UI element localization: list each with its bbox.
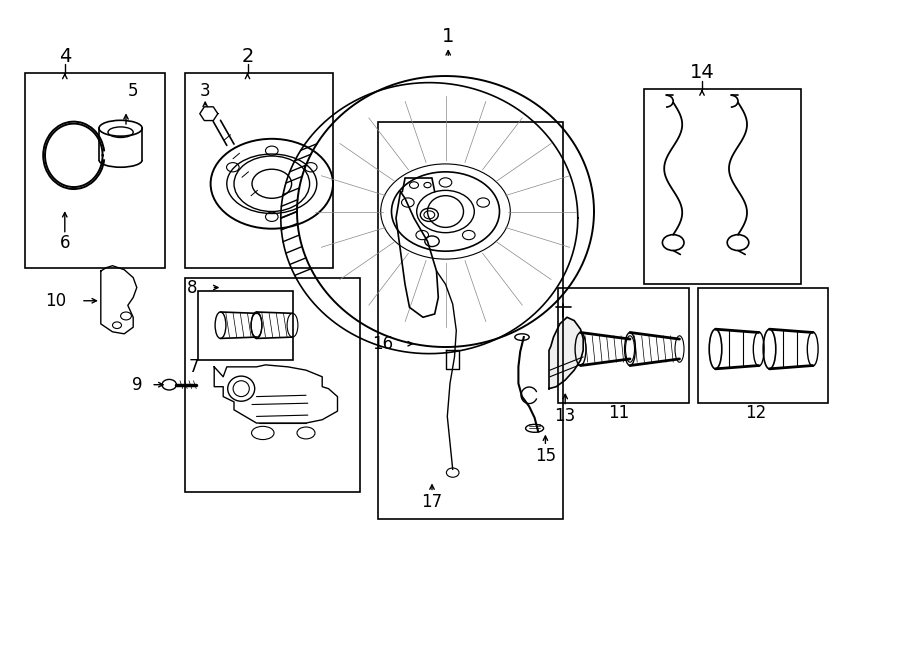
Text: 1: 1 — [442, 27, 454, 46]
Text: 2: 2 — [241, 47, 254, 65]
Bar — [644, 89, 801, 284]
Text: 11: 11 — [608, 404, 629, 422]
Bar — [184, 278, 360, 492]
Text: 8: 8 — [186, 278, 197, 297]
Bar — [698, 288, 828, 403]
Text: 17: 17 — [421, 493, 443, 512]
Bar — [198, 291, 292, 360]
Bar — [558, 288, 688, 403]
Text: 14: 14 — [689, 63, 715, 82]
Bar — [25, 73, 165, 268]
Polygon shape — [549, 317, 583, 389]
Text: 10: 10 — [45, 292, 67, 310]
Text: 3: 3 — [200, 82, 211, 100]
Text: 7: 7 — [188, 358, 199, 376]
Text: 12: 12 — [745, 404, 767, 422]
Text: 9: 9 — [131, 375, 142, 394]
Text: 5: 5 — [128, 82, 139, 100]
Text: 4: 4 — [58, 47, 71, 65]
Bar — [378, 122, 562, 519]
Text: 15: 15 — [535, 447, 556, 465]
Bar — [184, 73, 333, 268]
Text: 16: 16 — [372, 334, 392, 353]
Text: 6: 6 — [59, 233, 70, 252]
Text: 13: 13 — [554, 407, 576, 426]
